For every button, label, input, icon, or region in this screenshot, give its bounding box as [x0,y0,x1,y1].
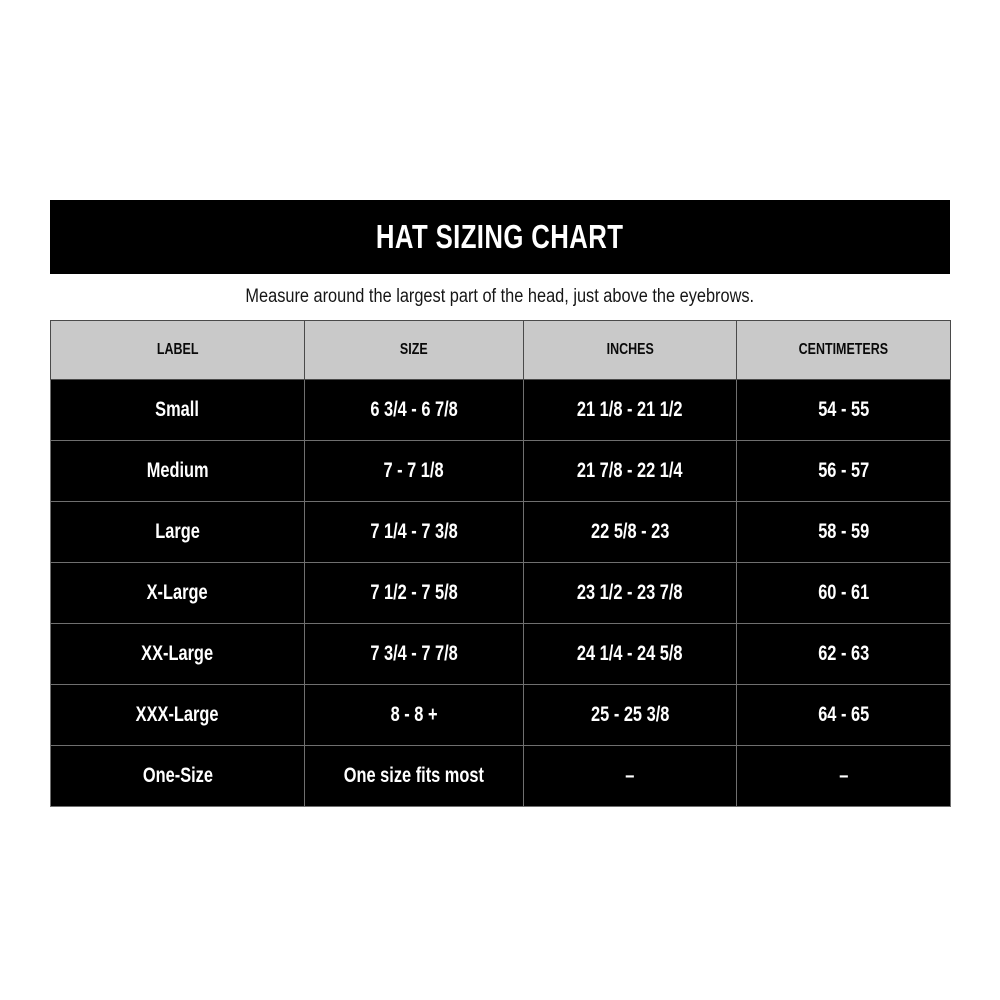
table-cell-text: 7 1/2 - 7 5/8 [370,581,458,604]
title-bar: HAT SIZING CHART [50,200,950,274]
column-header-label-text: LABEL [156,341,199,358]
table-cell: One-Size [50,745,305,807]
column-header-inches: INCHES [523,320,737,380]
table-cell-text: 62 - 63 [817,642,869,665]
table-cell-text: – [625,764,635,787]
table-cell: – [523,745,737,807]
table-cell: 7 1/2 - 7 5/8 [304,562,524,624]
column-header-label: LABEL [50,320,305,380]
table-row: XXX-Large 8 - 8 + 25 - 25 3/8 64 - 65 [50,684,951,746]
table-cell: 56 - 57 [736,440,951,502]
table-cell: One size fits most [304,745,524,807]
table-cell: XX-Large [50,623,305,685]
table-cell: 24 1/4 - 24 5/8 [523,623,737,685]
table-cell-text: 7 - 7 1/8 [383,459,445,482]
table-cell: 7 3/4 - 7 7/8 [304,623,524,685]
table-cell-text: X-Large [147,581,208,604]
column-header-size: SIZE [304,320,524,380]
hat-sizing-chart: HAT SIZING CHART Measure around the larg… [50,200,951,807]
table-cell-text: 7 3/4 - 7 7/8 [370,642,458,665]
table-cell-text: 64 - 65 [817,703,869,726]
table-cell: 64 - 65 [736,684,951,746]
table-cell: Small [50,379,305,441]
table-cell: 60 - 61 [736,562,951,624]
table-cell: 7 - 7 1/8 [304,440,524,502]
table-cell: 21 1/8 - 21 1/2 [523,379,737,441]
table-cell-text: Small [155,398,200,421]
table-cell-text: 21 1/8 - 21 1/2 [577,398,683,421]
table-cell-text: 56 - 57 [817,459,869,482]
column-header-centimeters-text: CENTIMETERS [798,341,889,358]
table-cell: XXX-Large [50,684,305,746]
table-row: Large 7 1/4 - 7 3/8 22 5/8 - 23 58 - 59 [50,501,951,563]
table-cell-text: XXX-Large [136,703,219,726]
table-cell-text: 8 - 8 + [390,703,438,726]
table-cell: Medium [50,440,305,502]
table-cell-text: 21 7/8 - 22 1/4 [577,459,683,482]
column-header-centimeters: CENTIMETERS [736,320,951,380]
table-cell: 21 7/8 - 22 1/4 [523,440,737,502]
table-cell: X-Large [50,562,305,624]
table-cell: Large [50,501,305,563]
table-cell-text: 58 - 59 [817,520,869,543]
measuring-instruction-zone: Measure around the largest part of the h… [50,274,950,320]
table-cell: – [736,745,951,807]
table-cell-text: Large [155,520,200,543]
table-row: XX-Large 7 3/4 - 7 7/8 24 1/4 - 24 5/8 62 -… [50,623,951,685]
table-row: Medium 7 - 7 1/8 21 7/8 - 22 1/4 56 - 57 [50,440,951,502]
table-cell: 62 - 63 [736,623,951,685]
table-cell-text: 60 - 61 [817,581,869,604]
chart-title: HAT SIZING CHART [376,218,624,255]
table-row: X-Large 7 1/2 - 7 5/8 23 1/2 - 23 7/8 60 - … [50,562,951,624]
table-row: Small 6 3/4 - 6 7/8 21 1/8 - 21 1/2 54 - 55 [50,379,951,441]
table-cell-text: – [838,764,849,787]
table-cell: 54 - 55 [736,379,951,441]
measuring-instruction: Measure around the largest part of the h… [245,286,755,307]
table-cell: 58 - 59 [736,501,951,563]
table-cell-text: XX-Large [141,642,214,665]
table-cell: 23 1/2 - 23 7/8 [523,562,737,624]
table-cell-text: 22 5/8 - 23 [590,520,670,543]
table-cell: 8 - 8 + [304,684,524,746]
table-cell-text: 6 3/4 - 6 7/8 [370,398,458,421]
column-header-inches-text: INCHES [606,341,654,358]
table-cell-text: One size fits most [343,764,485,787]
sizing-table: LABEL SIZE INCHES CENTIMETERS Small 6 3/4… [50,320,951,807]
table-cell-text: One-Size [142,764,213,787]
table-cell: 7 1/4 - 7 3/8 [304,501,524,563]
table-cell-text: 54 - 55 [817,398,869,421]
table-body: Small 6 3/4 - 6 7/8 21 1/8 - 21 1/2 54 - 55… [50,379,951,807]
table-cell: 6 3/4 - 6 7/8 [304,379,524,441]
table-row: One-Size One size fits most – – [50,745,951,807]
header-row: LABEL SIZE INCHES CENTIMETERS [50,320,951,380]
table-cell-text: 25 - 25 3/8 [590,703,670,726]
table-cell: 25 - 25 3/8 [523,684,737,746]
column-header-size-text: SIZE [400,341,428,358]
table-cell-text: 23 1/2 - 23 7/8 [577,581,683,604]
table-cell: 22 5/8 - 23 [523,501,737,563]
table-cell-text: Medium [146,459,209,482]
table-cell-text: 24 1/4 - 24 5/8 [577,642,683,665]
table-cell-text: 7 1/4 - 7 3/8 [370,520,458,543]
